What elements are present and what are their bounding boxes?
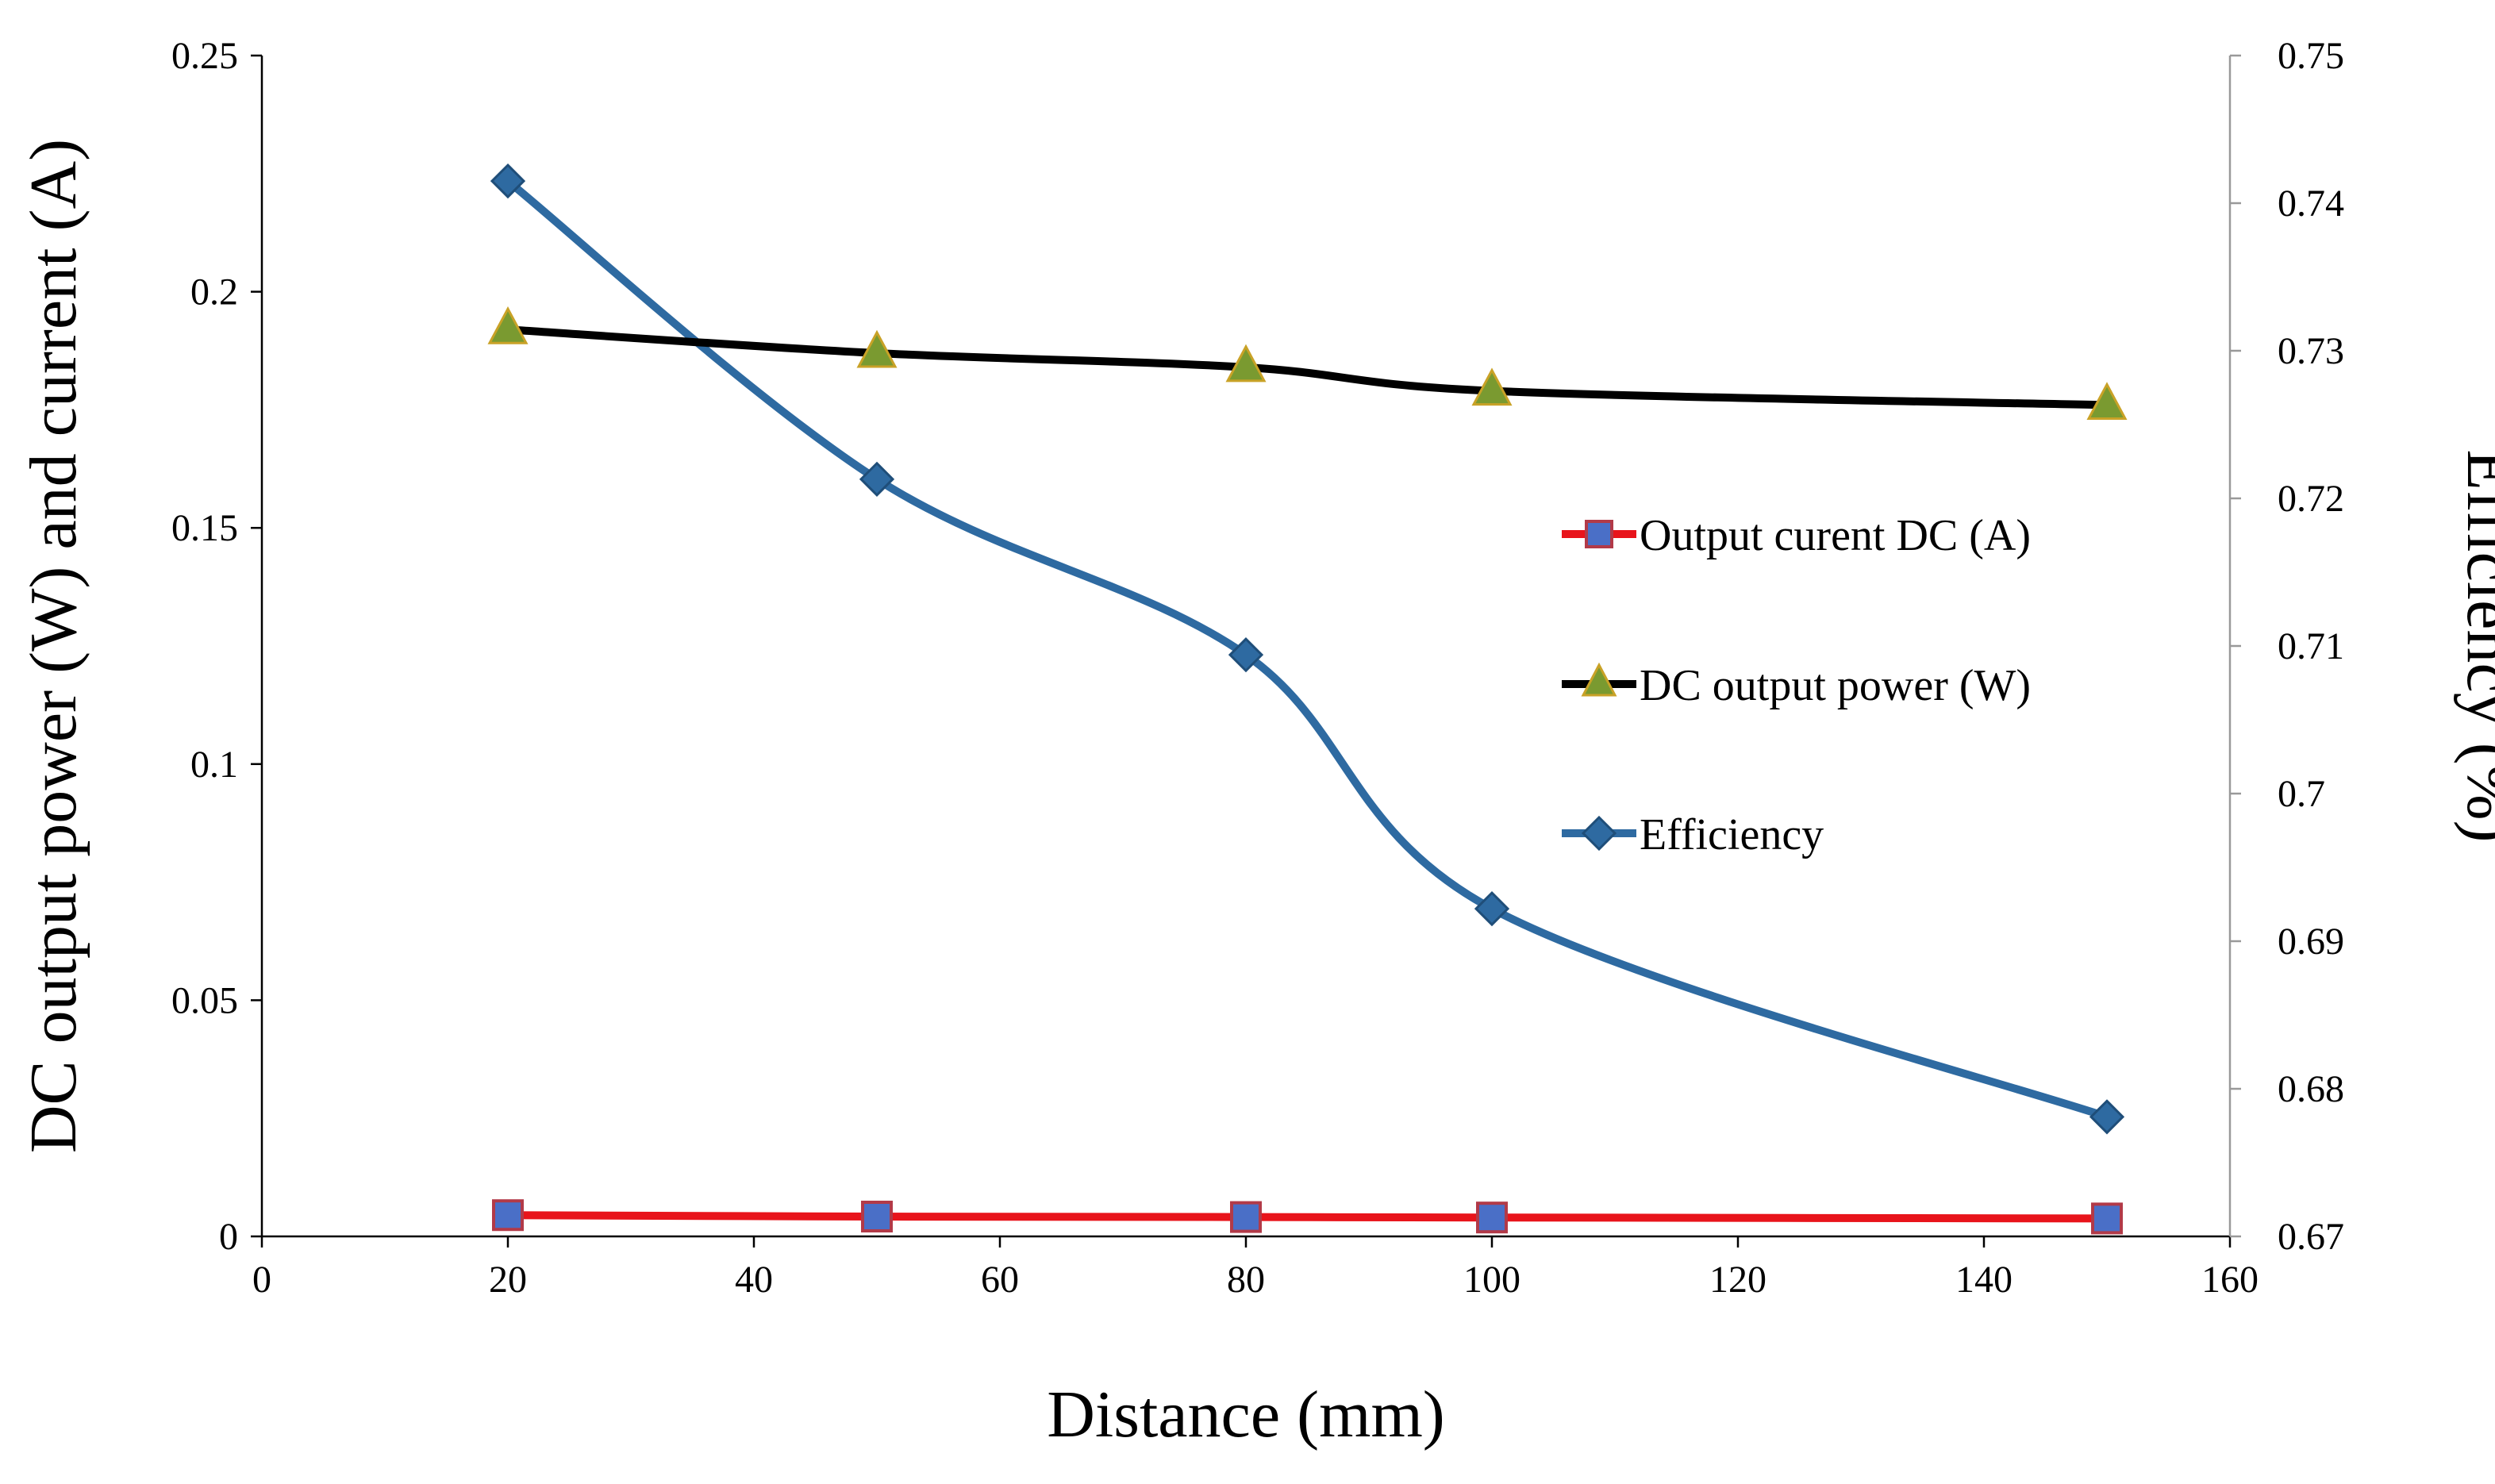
data-point-diamond — [490, 163, 526, 199]
y-right-tick-label: 0.69 — [2278, 921, 2344, 963]
series-diamond — [490, 163, 2125, 1135]
y-left-tick-label: 0.05 — [171, 979, 238, 1021]
y-right-tick-label: 0.73 — [2278, 330, 2344, 372]
y-right-axis-title: Efficiency (%) — [2453, 449, 2495, 842]
legend-item-current: Output curent DC (A) — [1562, 511, 2031, 560]
legend-item-power: DC output power (W) — [1562, 661, 2031, 710]
x-tick-label: 20 — [489, 1259, 527, 1301]
y-right-tick-label: 0.68 — [2278, 1068, 2344, 1110]
y-right-axis-ticks: 0.67 0.68 0.69 0.7 0.71 0.72 0.73 0.74 0.75 — [2230, 35, 2344, 1258]
series-line — [504, 177, 2111, 1121]
legend-marker-diamond — [1581, 815, 1617, 852]
data-point-diamond — [1228, 637, 1264, 673]
data-point-square — [492, 1199, 524, 1232]
y-right-tick-label: 0.7 — [2278, 773, 2325, 815]
y-left-tick-label: 0 — [219, 1216, 238, 1258]
data-point-square — [1476, 1201, 1508, 1234]
y-right-tick-label: 0.72 — [2278, 478, 2344, 520]
legend-label-efficiency: Efficiency — [1640, 810, 1824, 859]
x-axis-title: Distance (mm) — [1047, 1378, 1445, 1451]
legend-item-efficiency: Efficiency — [1562, 810, 1824, 859]
x-tick-label: 100 — [1463, 1259, 1520, 1301]
x-tick-label: 60 — [981, 1259, 1019, 1301]
y-right-tick-label: 0.71 — [2278, 625, 2344, 667]
series-layer — [487, 163, 2128, 1235]
legend-marker-square — [1585, 520, 1613, 548]
data-point-triangle — [487, 306, 529, 344]
y-right-tick-label: 0.67 — [2278, 1216, 2344, 1258]
y-left-tick-label: 0.15 — [171, 507, 238, 549]
legend: Output curent DC (A) DC output power (W)… — [1562, 511, 2031, 859]
legend-label-current: Output curent DC (A) — [1640, 511, 2031, 560]
y-left-tick-label: 0.25 — [171, 35, 238, 77]
y-right-tick-label: 0.75 — [2278, 35, 2344, 77]
data-point-triangle — [856, 329, 898, 368]
data-point-triangle — [1471, 367, 1513, 406]
data-point-triangle — [2086, 382, 2128, 420]
x-tick-label: 160 — [2201, 1259, 2259, 1301]
series-line — [504, 1211, 2111, 1223]
x-tick-label: 140 — [1955, 1259, 2013, 1301]
x-tick-label: 0 — [252, 1259, 271, 1301]
data-point-square — [861, 1201, 893, 1233]
legend-label-power: DC output power (W) — [1640, 661, 2031, 710]
series-square — [492, 1199, 2123, 1235]
y-left-tick-label: 0.2 — [190, 271, 238, 313]
x-tick-label: 80 — [1227, 1259, 1265, 1301]
data-point-diamond — [859, 461, 895, 497]
x-axis-ticks: 0 20 40 60 80 100 120 140 160 — [252, 1236, 2259, 1301]
x-tick-label: 40 — [735, 1259, 773, 1301]
legend-marker-triangle — [1581, 662, 1617, 697]
data-point-diamond — [2089, 1099, 2125, 1135]
y-right-tick-label: 0.74 — [2278, 183, 2344, 225]
data-point-triangle — [1225, 344, 1267, 383]
data-point-square — [1230, 1201, 1262, 1233]
y-left-axis-ticks: 0 0.05 0.1 0.15 0.2 0.25 — [171, 35, 262, 1258]
x-tick-label: 120 — [1709, 1259, 1766, 1301]
y-left-axis-title: DC output power (W) and current (A) — [17, 139, 90, 1153]
data-point-square — [2091, 1202, 2123, 1235]
series-triangle — [487, 306, 2128, 420]
data-point-diamond — [1474, 890, 1510, 927]
y-left-tick-label: 0.1 — [190, 744, 238, 786]
